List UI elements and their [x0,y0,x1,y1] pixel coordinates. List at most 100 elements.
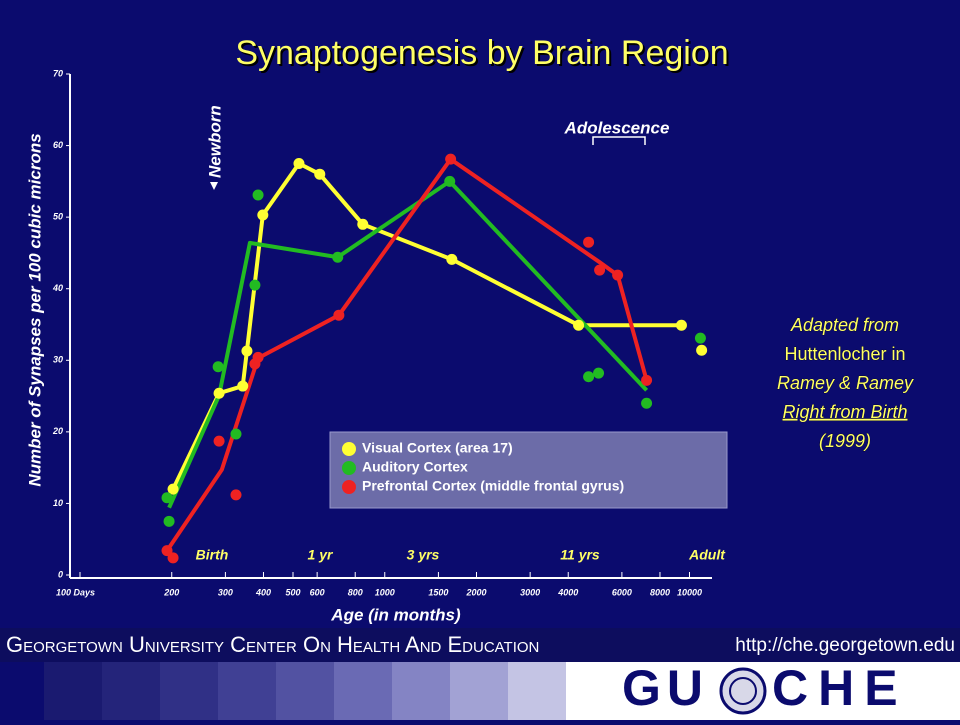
stripe [44,662,102,720]
x-tick-label: 3000 [520,587,540,597]
x-tick-label: 1000 [375,587,395,597]
x-axis-label: Age (in months) [330,605,461,624]
stripe [0,662,44,720]
data-point [213,387,225,399]
data-point [573,319,585,331]
logo-seal-inner [729,677,757,705]
x-tick-label: 300 [218,587,233,597]
y-tick-label: 50 [53,212,63,222]
legend-label: Auditory Cortex [362,459,468,475]
note-line: Adapted from [790,315,899,335]
data-point [161,492,173,504]
y-tick-label: 70 [53,68,63,78]
data-point [357,218,369,230]
footer-url: http://che.georgetown.edu [735,635,955,656]
legend-label: Visual Cortex (area 17) [362,440,513,456]
data-point [237,380,249,392]
adolescence-label: Adolescence [564,118,670,137]
data-point [612,269,624,281]
chart-title: Synaptogenesis by Brain Region [235,34,728,72]
trend-line [167,179,649,509]
note-line: Ramey & Ramey [777,373,914,393]
y-tick-label: 30 [53,355,63,365]
legend-marker [342,461,356,475]
y-tick-label: 40 [52,283,63,293]
data-point [213,435,225,447]
x-tick-label: 1500 [428,587,448,597]
period-label: 11 yrs [560,547,600,563]
data-point [293,157,305,169]
note-line: Huttenlocher in [784,344,905,364]
y-tick-label: 60 [53,140,63,150]
data-point [694,332,706,344]
data-point [249,279,261,291]
data-point [314,168,326,180]
logo-che: CHE [772,660,908,716]
legend-marker [342,442,356,456]
stripe [218,662,276,720]
stripe [334,662,392,720]
stripe [276,662,334,720]
stripe [102,662,160,720]
x-tick-label: 500 [285,587,300,597]
data-point [641,374,653,386]
legend: Visual Cortex (area 17) Auditory Cortex Pr… [342,440,624,494]
note: Adapted from Huttenlocher in Ramey & Ramey… [777,315,915,452]
note-line: (1999) [819,431,871,451]
data-point [241,345,253,357]
data-point [230,428,242,440]
period-label: Adult [688,547,726,563]
logo-seal [719,667,767,715]
data-point [333,309,345,321]
data-point [583,236,595,248]
period-label: Birth [196,547,229,563]
stripe [508,662,566,720]
data-point [444,175,456,187]
data-point [332,251,344,263]
data-point [252,189,264,201]
logo-gu: GU [622,660,709,716]
x-tick-label: 100 Days [56,587,95,597]
data-point [675,319,687,331]
data-point [593,367,605,379]
footer-stripes [0,662,960,720]
title-shadow: Synaptogenesis by Brain Region [237,36,730,74]
x-tick-label: 8000 [650,587,670,597]
period-label: 1 yr [308,547,334,563]
data-point [594,264,606,276]
x-tick-label: 10000 [677,587,702,597]
note-line: Right from Birth [782,402,907,422]
data-point [696,344,708,356]
x-tick-label: 400 [255,587,271,597]
stripe [160,662,218,720]
data-point [641,397,653,409]
newborn-arrow [210,182,218,190]
data-point [167,552,179,564]
data-point [583,371,595,383]
plot: 0 10 20 30 40 50 60 70 100 Days 200 300 400 500 600 80… [25,68,726,624]
data-point [257,209,269,221]
y-axis-label: Number of Synapses per 100 cubic microns [25,133,44,486]
x-tick-label: 600 [310,587,325,597]
x-tick-label: 2000 [465,587,486,597]
data-point [230,489,242,501]
data-point [163,515,175,527]
y-tick-label: 0 [58,569,63,579]
data-point [445,153,457,165]
x-tick-label: 800 [348,587,363,597]
data-point [252,351,264,363]
adolescence-bracket [592,136,646,145]
data-point [167,483,179,495]
stripe [450,662,508,720]
x-tick-label: 200 [163,587,179,597]
footer-org: Georgetown University Center on Health a… [6,632,539,657]
legend-marker [342,480,356,494]
footer-band [0,628,960,662]
newborn-label: Newborn [205,105,224,178]
data-point [446,253,458,265]
legend-box [329,431,728,509]
stripe [392,662,450,720]
data-point [212,361,224,373]
x-tick-label: 6000 [612,587,632,597]
